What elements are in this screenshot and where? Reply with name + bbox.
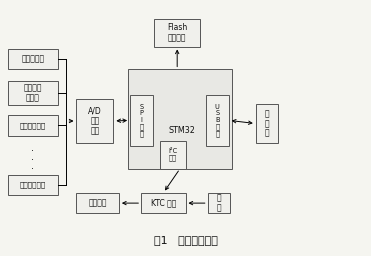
Text: U
S
B
接
口: U S B 接 口 — [215, 104, 220, 137]
FancyBboxPatch shape — [8, 115, 58, 136]
Text: ·
·
·: · · · — [31, 146, 34, 174]
FancyBboxPatch shape — [128, 69, 232, 169]
Text: 温度传感器: 温度传感器 — [22, 55, 45, 63]
FancyBboxPatch shape — [154, 18, 200, 47]
FancyBboxPatch shape — [8, 49, 58, 69]
Text: 压力传感器１: 压力传感器１ — [20, 122, 46, 129]
Text: STM32: STM32 — [168, 126, 195, 135]
FancyBboxPatch shape — [76, 193, 119, 213]
FancyBboxPatch shape — [8, 81, 58, 105]
FancyBboxPatch shape — [130, 95, 153, 146]
FancyBboxPatch shape — [141, 193, 186, 213]
Text: 压力传感器Ｎ: 压力传感器Ｎ — [20, 182, 46, 188]
Text: 电源控制: 电源控制 — [88, 199, 107, 208]
FancyBboxPatch shape — [8, 175, 58, 196]
FancyBboxPatch shape — [76, 99, 114, 143]
Text: 图1   系统原理框图: 图1 系统原理框图 — [154, 235, 217, 245]
FancyBboxPatch shape — [208, 193, 230, 213]
Text: I²C
接口: I²C 接口 — [168, 148, 177, 161]
FancyBboxPatch shape — [256, 104, 278, 143]
Text: 电
池: 电 池 — [216, 194, 221, 212]
FancyBboxPatch shape — [160, 141, 186, 169]
Text: A/D
转换
芯片: A/D 转换 芯片 — [88, 107, 102, 135]
FancyBboxPatch shape — [206, 95, 229, 146]
Text: Flash
存储单元: Flash 存储单元 — [167, 23, 187, 42]
Text: 计
算
机: 计 算 机 — [265, 109, 269, 138]
Text: S
P
I
接
口: S P I 接 口 — [139, 104, 144, 137]
Text: 负二价硫
传感器: 负二价硫 传感器 — [24, 84, 42, 102]
Text: KTC 单元: KTC 单元 — [151, 199, 176, 208]
